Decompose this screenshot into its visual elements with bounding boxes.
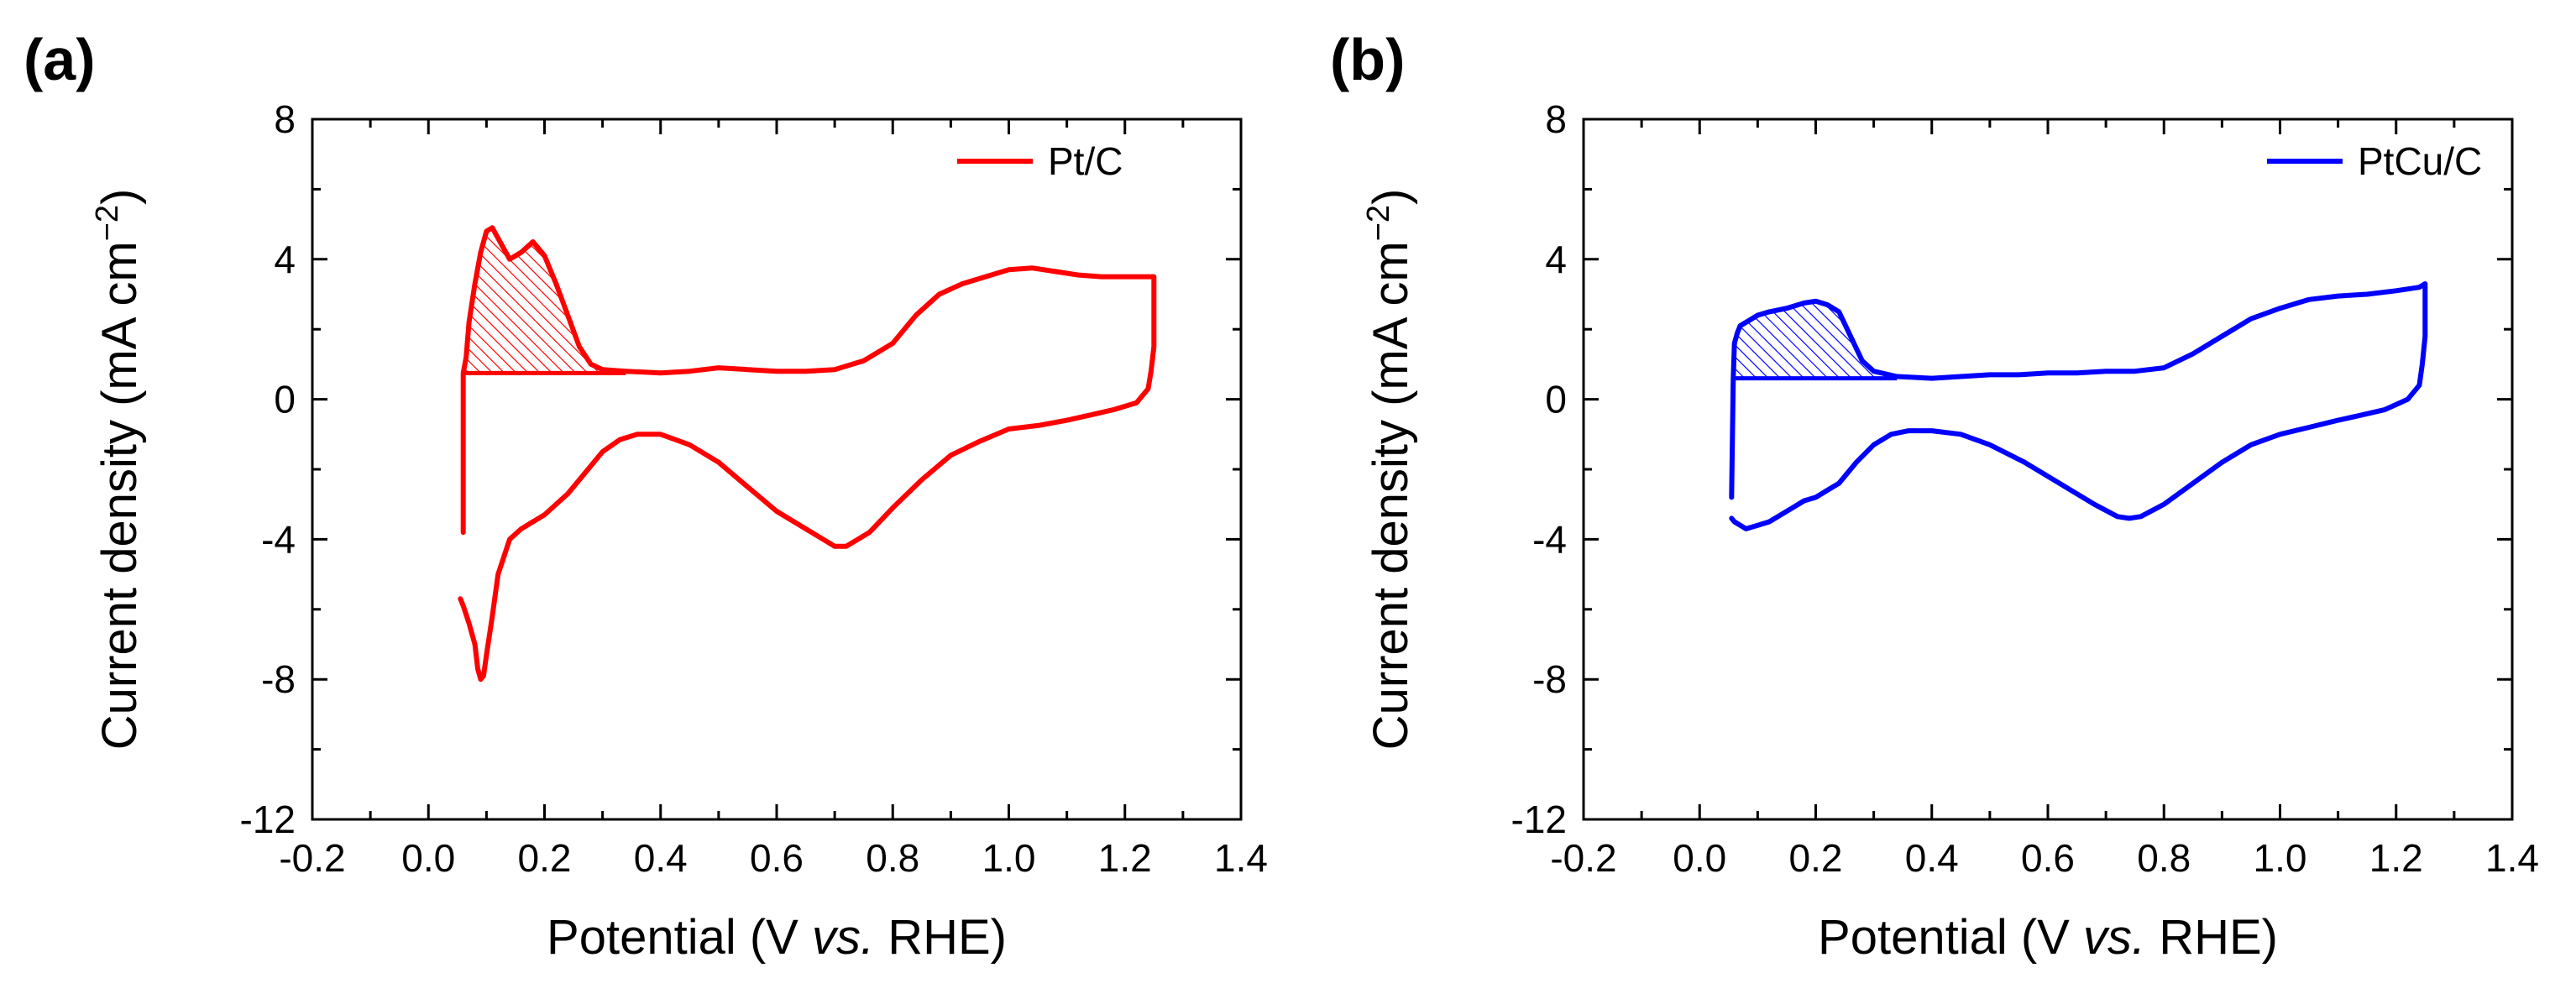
x-tick-label: 0.6 <box>2021 836 2075 880</box>
chart-panel-a: (a) -0.2 0.0 0.2 0.4 0.6 0.8 1.0 1.2 1.4 -12 -8 -4 0 4… <box>24 27 1268 965</box>
x-tick-label: 1.0 <box>982 836 1036 880</box>
y-tick-label: 0 <box>274 378 296 421</box>
y-tick-label: -12 <box>1511 798 1567 841</box>
x-tick-label: 0.4 <box>1905 836 1959 880</box>
y-tick-label: -4 <box>261 517 296 561</box>
y-tick-label: 0 <box>1545 378 1567 421</box>
chart-panel-b: (b) -0.2 0.0 0.2 0.4 0.6 0.8 1.0 1.2 1.4 -12 -8 -4 0 4… <box>1330 27 2539 965</box>
series-line-pt-c <box>458 225 1157 683</box>
x-tick-label: 0.2 <box>1789 836 1843 880</box>
plot-frame <box>1582 118 2514 821</box>
x-tick-label: -0.2 <box>279 836 345 880</box>
x-tick-label: 1.0 <box>2254 836 2307 880</box>
x-axis-title: Potential (V vs. RHE) <box>1818 910 2278 965</box>
y-tick-label: 8 <box>274 97 296 141</box>
x-tick-label: 0.8 <box>866 836 919 880</box>
y-tick-label: 4 <box>274 238 296 281</box>
x-tick-label: 1.4 <box>2485 836 2539 880</box>
y-tick-label: -8 <box>261 657 296 701</box>
x-tick-label: 0.4 <box>634 836 688 880</box>
panel-label: (a) <box>24 27 96 92</box>
x-tick-label: 0.6 <box>750 836 804 880</box>
x-tick-label: -0.2 <box>1550 836 1616 880</box>
y-tick-label: 8 <box>1545 97 1567 141</box>
series-line-ptcu-c <box>1729 281 2428 531</box>
y-axis-title: Current density (mA cm−2) <box>1361 189 1418 751</box>
hatched-region <box>463 228 626 374</box>
y-axis-title: Current density (mA cm−2) <box>90 189 147 751</box>
x-tick-label: 1.2 <box>1098 836 1152 880</box>
x-axis-title: Potential (V vs. RHE) <box>547 910 1007 965</box>
x-tick-label: 1.4 <box>1214 836 1268 880</box>
legend-label: Pt/C <box>1048 139 1123 183</box>
legend: Pt/C <box>957 139 1123 183</box>
y-tick-label: -12 <box>240 798 296 841</box>
y-tick-label: -8 <box>1532 657 1567 701</box>
x-tick-label: 0.0 <box>1673 836 1726 880</box>
x-tick-label: 0.8 <box>2137 836 2191 880</box>
x-tick-label: 0.2 <box>518 836 572 880</box>
legend: PtCu/C <box>2267 139 2482 183</box>
x-tick-label: 0.0 <box>401 836 455 880</box>
y-tick-label: 4 <box>1545 238 1567 281</box>
panel-label: (b) <box>1330 27 1405 92</box>
hatched-region <box>1734 301 1898 379</box>
y-tick-label: -4 <box>1532 517 1567 561</box>
plot-frame <box>311 118 1243 821</box>
legend-label: PtCu/C <box>2358 139 2482 183</box>
x-tick-label: 1.2 <box>2369 836 2423 880</box>
